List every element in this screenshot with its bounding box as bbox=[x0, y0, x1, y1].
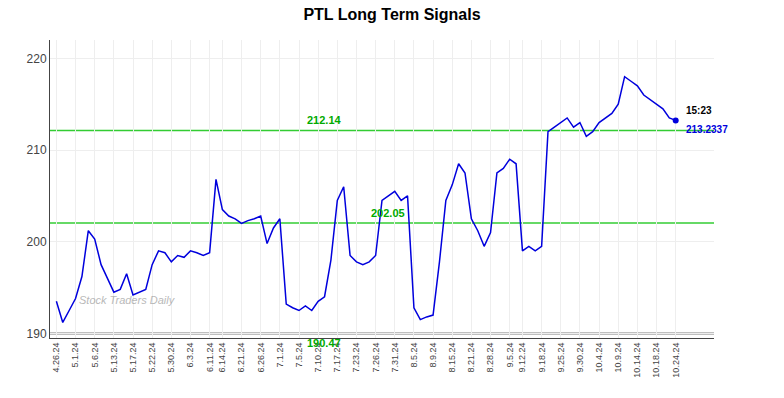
svg-text:5.22.24: 5.22.24 bbox=[147, 343, 157, 373]
svg-text:5.6.24: 5.6.24 bbox=[90, 343, 100, 368]
svg-text:5.17.24: 5.17.24 bbox=[128, 343, 138, 373]
svg-text:220: 220 bbox=[27, 52, 47, 66]
svg-text:7.10.24: 7.10.24 bbox=[313, 343, 323, 373]
svg-text:7.1.24: 7.1.24 bbox=[275, 343, 285, 368]
svg-text:7.5.24: 7.5.24 bbox=[294, 343, 304, 368]
svg-text:8.28.24: 8.28.24 bbox=[485, 343, 495, 373]
svg-text:7.26.24: 7.26.24 bbox=[371, 343, 381, 373]
svg-text:190: 190 bbox=[27, 327, 47, 341]
svg-text:10.18.24: 10.18.24 bbox=[651, 343, 661, 378]
svg-text:210: 210 bbox=[27, 143, 47, 157]
svg-text:7.17.24: 7.17.24 bbox=[332, 343, 342, 373]
svg-text:6.3.24: 6.3.24 bbox=[185, 343, 195, 368]
svg-text:10.24.24: 10.24.24 bbox=[671, 343, 681, 378]
svg-text:190.47: 190.47 bbox=[307, 337, 341, 349]
svg-text:8.9.24: 8.9.24 bbox=[428, 343, 438, 368]
svg-text:6.26.24: 6.26.24 bbox=[256, 343, 266, 373]
svg-text:212.14: 212.14 bbox=[307, 114, 342, 126]
svg-text:5.1.24: 5.1.24 bbox=[70, 343, 80, 368]
svg-text:8.15.24: 8.15.24 bbox=[447, 343, 457, 373]
svg-text:PTL Long Term Signals: PTL Long Term Signals bbox=[303, 6, 480, 23]
svg-text:5.30.24: 5.30.24 bbox=[166, 343, 176, 373]
svg-text:9.18.24: 9.18.24 bbox=[537, 343, 547, 373]
svg-text:9.30.24: 9.30.24 bbox=[575, 343, 585, 373]
svg-text:9.25.24: 9.25.24 bbox=[556, 343, 566, 373]
svg-text:10.14.24: 10.14.24 bbox=[632, 343, 642, 378]
svg-text:200: 200 bbox=[27, 235, 47, 249]
svg-text:202.05: 202.05 bbox=[371, 207, 405, 219]
svg-text:10.4.24: 10.4.24 bbox=[594, 343, 604, 373]
svg-text:8.21.24: 8.21.24 bbox=[466, 343, 476, 373]
svg-text:9.12.24: 9.12.24 bbox=[517, 343, 527, 373]
svg-text:4.26.24: 4.26.24 bbox=[51, 343, 61, 373]
svg-text:6.21.24: 6.21.24 bbox=[236, 343, 246, 373]
svg-text:Stock Traders Daily: Stock Traders Daily bbox=[79, 294, 176, 306]
svg-text:9.5.24: 9.5.24 bbox=[505, 343, 515, 368]
svg-text:5.13.24: 5.13.24 bbox=[109, 343, 119, 373]
svg-text:7.23.24: 7.23.24 bbox=[351, 343, 361, 373]
svg-text:213.2337: 213.2337 bbox=[686, 124, 728, 135]
svg-text:10.9.24: 10.9.24 bbox=[613, 343, 623, 373]
svg-text:15:23: 15:23 bbox=[686, 105, 712, 116]
svg-text:8.5.24: 8.5.24 bbox=[409, 343, 419, 368]
svg-text:6.11.24: 6.11.24 bbox=[205, 343, 215, 372]
svg-text:7.31.24: 7.31.24 bbox=[390, 343, 400, 373]
svg-text:6.14.24: 6.14.24 bbox=[217, 343, 227, 373]
